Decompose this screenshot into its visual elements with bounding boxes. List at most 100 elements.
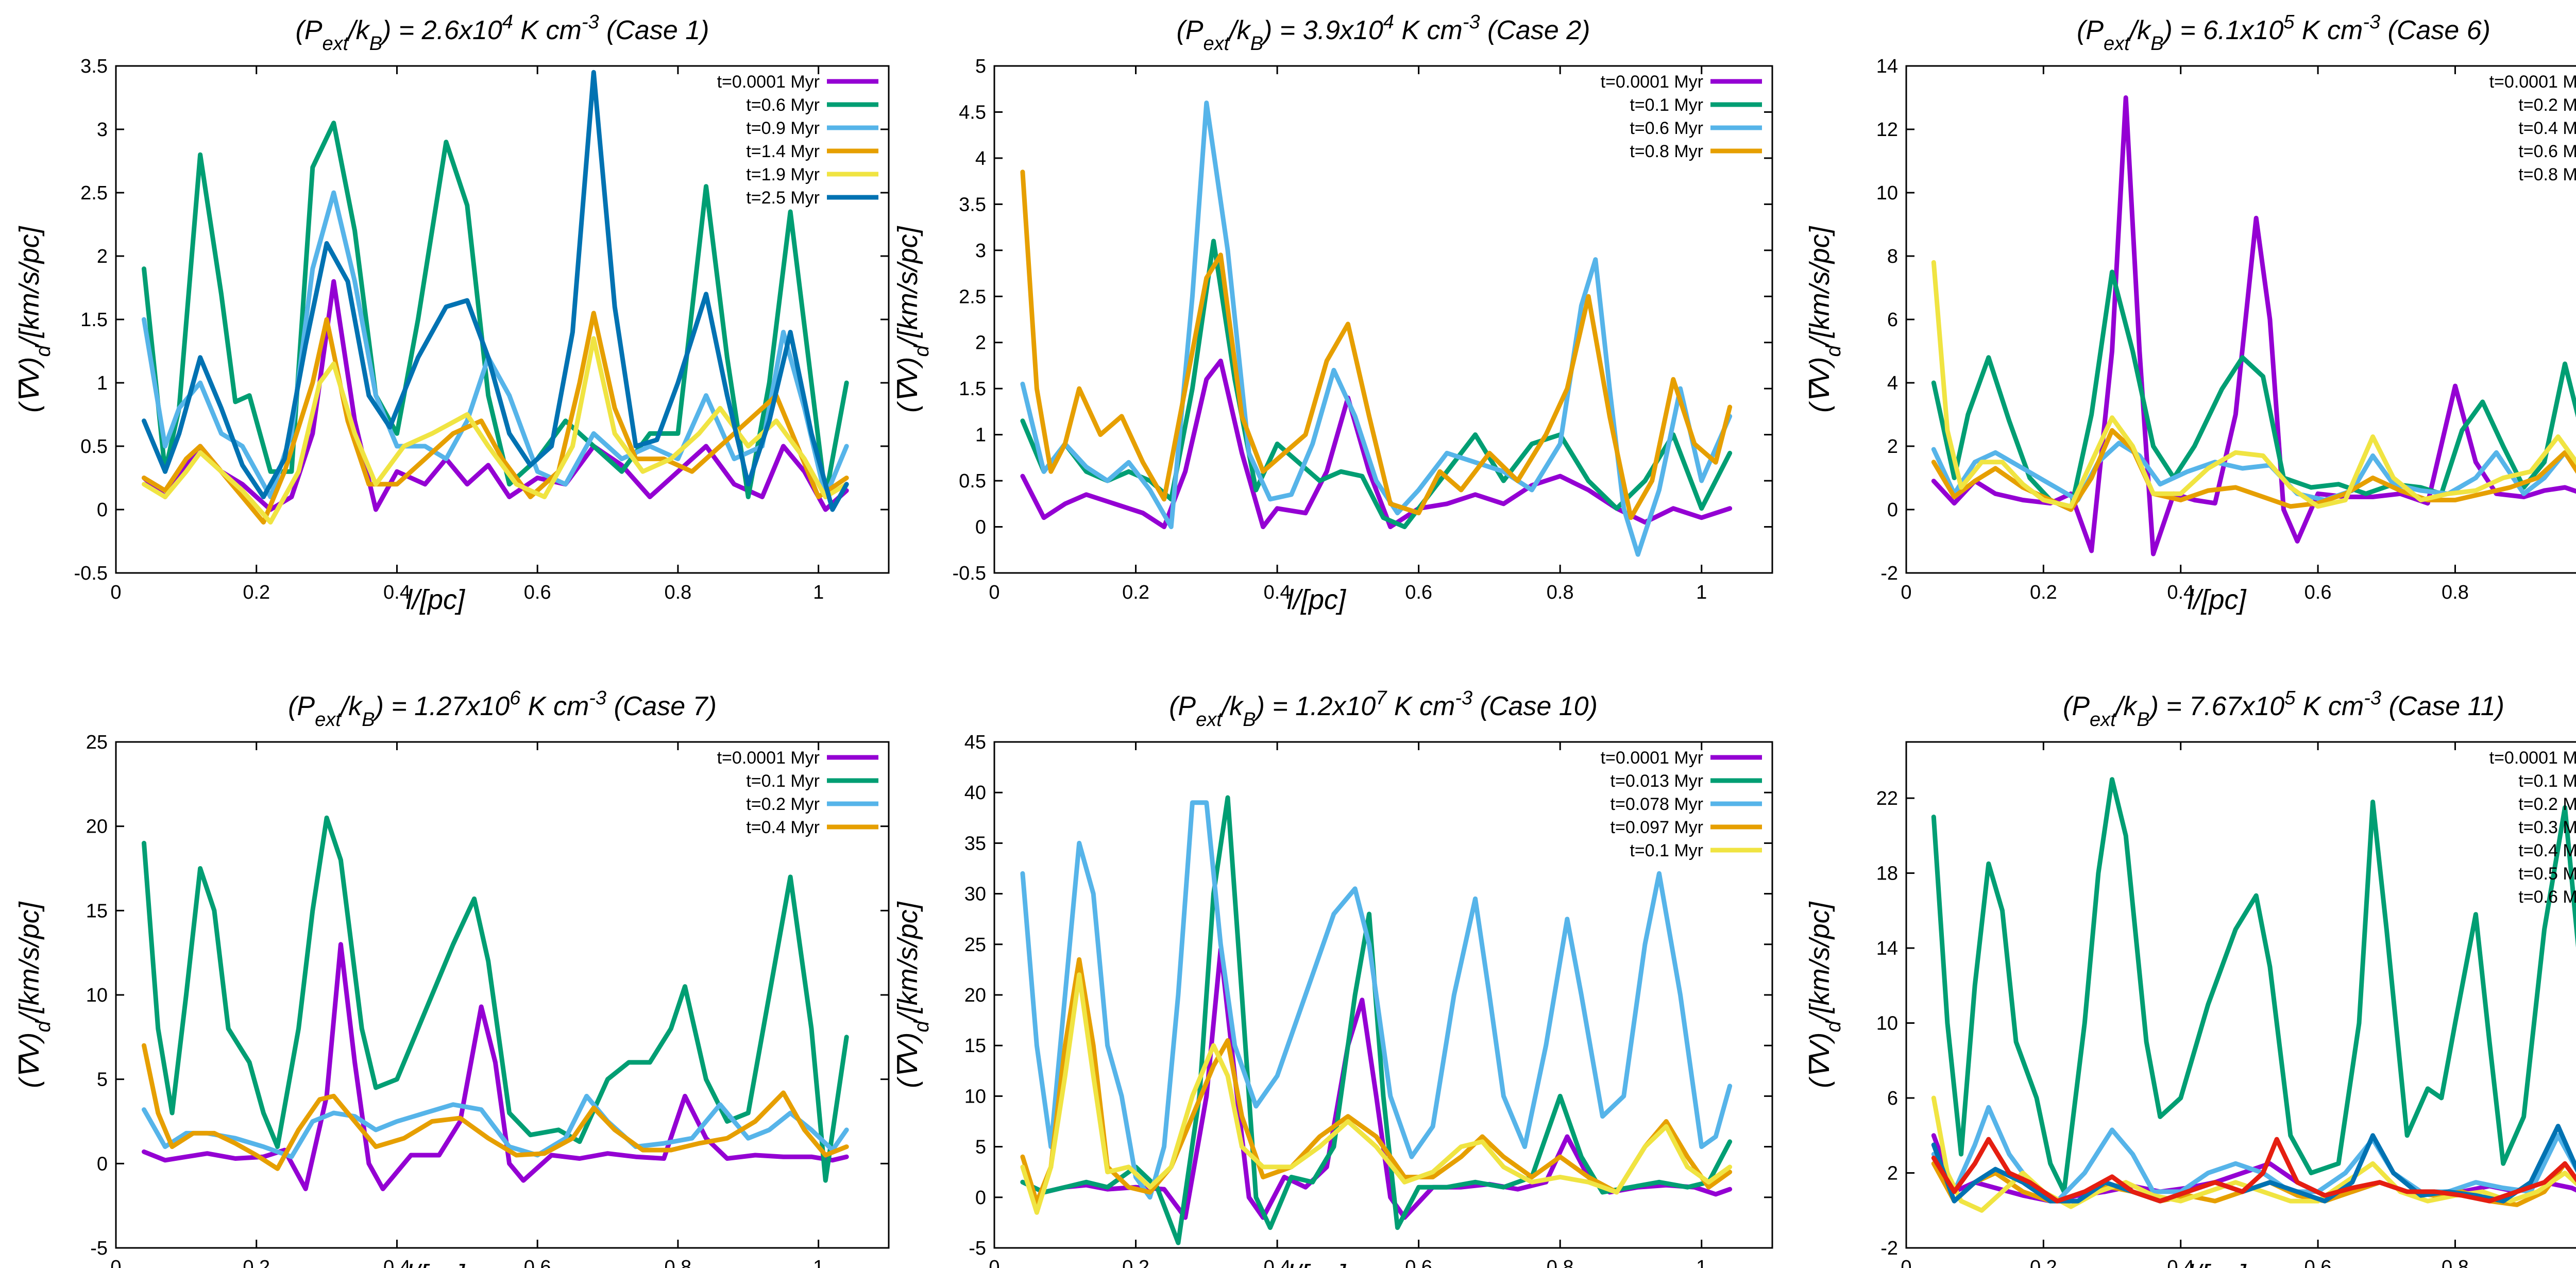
legend-label: t=0.8 Myr (2518, 165, 2576, 184)
y-tick-label: 2 (1887, 1163, 1898, 1185)
y-axis-label: (∇V)d/[km/s/pc] (14, 225, 55, 412)
x-axis-label: l/[pc] (2187, 1259, 2247, 1268)
chart-panel-6: (Pext/kB) = 7.67x105 K cm-3 (Case 11) 0 0.… (1804, 687, 2576, 1268)
legend-label: t=0.1 Myr (1630, 95, 1703, 115)
legend-label: t=0.097 Myr (1611, 818, 1703, 837)
x-tick-label: 0.8 (1547, 582, 1574, 603)
y-tick-label: 3 (975, 240, 986, 262)
x-tick-label: 1 (813, 1257, 824, 1268)
y-tick-label: 1 (975, 425, 986, 446)
legend-label: t=0.1 Myr (1630, 841, 1703, 860)
x-tick-label: 0.8 (664, 582, 691, 603)
series-line (1931, 260, 2576, 509)
legend-label: t=0.013 Myr (1611, 771, 1703, 791)
y-tick-label: 5 (97, 1069, 108, 1091)
series-line (142, 190, 849, 499)
series-line (1020, 170, 1733, 520)
y-tick-label: 8 (1887, 246, 1898, 267)
x-tick-label: 0.2 (2030, 1257, 2057, 1268)
chart-title: (Pext/kB) = 3.9x104 K cm-3 (Case 2) (1177, 11, 1590, 55)
x-tick-label: 1 (1696, 582, 1707, 603)
y-tick-label: 18 (1876, 863, 1898, 885)
chart-panel-2: (Pext/kB) = 3.9x104 K cm-3 (Case 2) 0 0.2 0… (892, 11, 1773, 615)
legend: t=0.0001 Myr t=0.013 Myr t=0.078 Myr t=0.09… (1601, 748, 1762, 860)
series-line (1020, 800, 1733, 1200)
chart-title: (Pext/kB) = 1.27x106 K cm-3 (Case 7) (288, 687, 717, 731)
x-tick-label: 0.4 (1264, 582, 1291, 603)
legend-label: t=0.1 Myr (746, 771, 820, 791)
y-tick-label: 1 (97, 373, 108, 394)
x-tick-label: 0.6 (1405, 582, 1432, 603)
y-tick-label: 3.5 (80, 56, 108, 77)
legend-label: t=0.5 Myr (2518, 864, 2576, 884)
y-tick-label: 6 (1887, 1088, 1898, 1109)
legend-label: t=0.8 Myr (1630, 142, 1703, 161)
y-tick-label: 45 (964, 732, 986, 753)
y-tick-label: 2 (975, 332, 986, 354)
series-line (1931, 1137, 2576, 1204)
y-tick-label: 25 (86, 732, 108, 753)
y-tick-label: 0 (1887, 499, 1898, 521)
x-tick-label: 0.2 (2030, 582, 2057, 603)
x-tick-label: 0.6 (2304, 582, 2332, 603)
series-line (142, 1093, 849, 1159)
y-tick-label: 4 (975, 148, 986, 170)
x-axis-label: l/[pc] (2187, 584, 2247, 615)
x-tick-label: 0.2 (1122, 582, 1149, 603)
legend-label: t=0.4 Myr (2518, 119, 2576, 138)
series-line (142, 815, 849, 1183)
legend-label: t=0.0001 Myr (2489, 72, 2576, 92)
x-axis-label: l/[pc] (406, 584, 466, 615)
y-axis-label: (∇V)d/[km/s/pc] (14, 901, 55, 1088)
y-tick-label: 2 (1887, 436, 1898, 458)
chart-title: (Pext/kB) = 1.2x107 K cm-3 (Case 10) (1169, 687, 1598, 731)
legend-label: t=1.9 Myr (746, 165, 820, 184)
y-tick-label: 5 (975, 1137, 986, 1158)
y-tick-label: -2 (1880, 563, 1898, 584)
series-line (142, 311, 849, 525)
legend: t=0.0001 Myr t=0.1 Myr t=0.6 Myr t=0.8 Myr (1601, 72, 1762, 161)
series-group (1931, 777, 2576, 1213)
x-tick-label: 0.6 (1405, 1257, 1432, 1268)
y-tick-label: 0 (975, 1187, 986, 1209)
plot-frame (1905, 741, 2576, 1249)
y-tick-label: -0.5 (953, 563, 986, 584)
x-tick-label: 0.2 (243, 582, 270, 603)
x-tick-label: 0.6 (524, 1257, 551, 1268)
x-tick-label: 0 (1901, 1257, 1911, 1268)
legend-label: t=0.6 Myr (1630, 119, 1703, 138)
legend-label: t=0.0001 Myr (1601, 72, 1703, 92)
series-line (142, 121, 849, 499)
series-line (1020, 795, 1733, 1245)
x-axis-label: l/[pc] (1287, 1259, 1347, 1268)
y-tick-label: -5 (90, 1238, 108, 1259)
y-tick-label: 4.5 (959, 102, 986, 123)
x-tick-label: 0.4 (383, 1257, 411, 1268)
legend-label: t=0.9 Myr (746, 119, 820, 138)
x-axis-label: l/[pc] (406, 1259, 466, 1268)
series-line (1020, 359, 1733, 529)
y-tick-label: 12 (1876, 119, 1898, 141)
x-tick-label: 0.2 (1122, 1257, 1149, 1268)
x-tick-label: 0.8 (664, 1257, 691, 1268)
x-tick-label: 0 (110, 1257, 121, 1268)
series-group (1020, 795, 1733, 1245)
legend-label: t=0.078 Myr (1611, 794, 1703, 814)
y-tick-label: 1.5 (80, 309, 108, 331)
x-tick-label: 0 (110, 582, 121, 603)
legend-label: t=0.0001 Myr (717, 72, 820, 92)
x-tick-label: 0.8 (1547, 1257, 1574, 1268)
legend-label: t=1.4 Myr (746, 142, 820, 161)
x-tick-label: 1 (813, 582, 824, 603)
y-tick-label: 0 (97, 1153, 108, 1175)
legend-label: t=0.6 Myr (746, 95, 820, 115)
legend-label: t=0.6 Myr (2518, 142, 2576, 161)
legend: t=0.0001 Myr t=0.6 Myr t=0.9 Myr t=1.4 Myr t… (717, 72, 878, 208)
y-tick-label: -2 (1880, 1238, 1898, 1259)
series-group (1931, 95, 2576, 556)
series-line (1020, 972, 1733, 1215)
plot-frame (993, 65, 1773, 574)
y-tick-label: 3 (97, 119, 108, 141)
series-line (142, 336, 849, 525)
